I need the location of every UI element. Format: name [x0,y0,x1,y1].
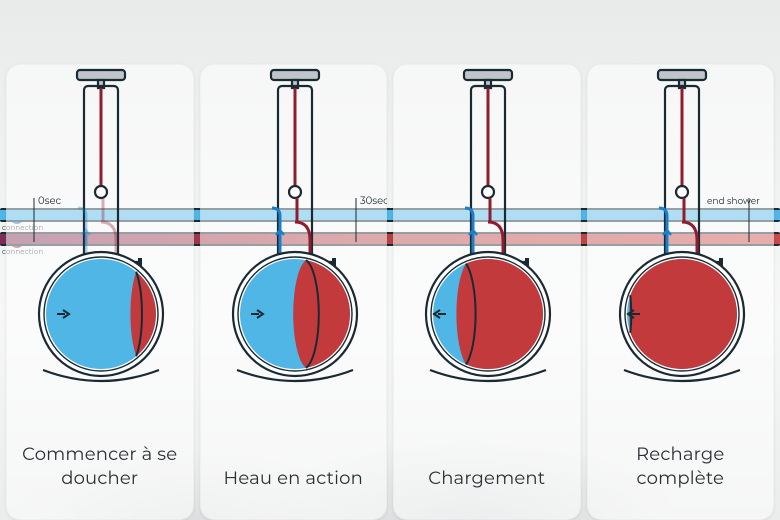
panel-charging: Chargement [393,64,581,520]
svg-text:30sec: 30sec [360,194,388,207]
panel-start: 0sec Commencer à se doucher [6,64,194,520]
panel-row: 0sec Commencer à se doucher [0,0,780,520]
panel-caption: Recharge complète [587,442,775,490]
panel-caption: Chargement [393,466,581,490]
infographic: cold water connection hot water connecti… [0,0,780,520]
chamber-icon [620,252,744,381]
chamber-icon [39,252,163,381]
svg-text:end shower: end shower [707,196,760,207]
panel-caption: Commencer à se doucher [6,442,194,490]
panel-caption: Heau en action [200,466,388,490]
svg-text:0sec: 0sec [38,194,62,207]
panel-full: end shower Recharge complète [587,64,775,520]
chamber-icon [233,252,357,381]
chamber-icon [426,252,550,381]
panel-action: 30sec Heau en action [200,64,388,520]
